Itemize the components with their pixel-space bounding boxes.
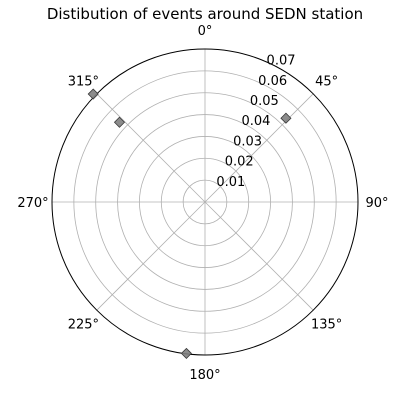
data-point-2 [87,88,99,100]
chart-title: Distibution of events around SEDN statio… [47,5,363,23]
theta-grid-line-3 [204,201,314,311]
polar-frame [51,48,359,356]
theta-tick-label: 180° [189,368,220,383]
theta-tick-label: 0° [198,24,213,39]
theta-grid-line-7 [96,93,206,203]
theta-grid-line-5 [96,201,206,311]
r-tick-label: 0.02 [225,155,254,170]
r-tick-label: 0.03 [233,134,262,149]
theta-tick-label: 225° [68,318,99,333]
r-tick-label: 0.06 [258,74,287,89]
data-point-1 [113,116,126,128]
r-tick-label: 0.04 [241,114,270,129]
r-tick-labels: 0.01 0.02 0.03 0.04 0.05 0.06 0.07 [216,54,295,190]
grid-layer [51,48,359,356]
theta-tick-label: 90° [365,196,388,211]
r-tick-label: 0.07 [267,54,296,69]
r-tick-label: 0.01 [216,175,245,190]
theta-grid-line-1 [204,93,314,203]
r-tick-label: 0.05 [250,94,279,109]
theta-tick-labels: 0° 45° 90° 135° 180° 225° 270° 315° [17,24,388,383]
data-point-3 [180,347,192,359]
theta-tick-label: 135° [311,318,342,333]
data-point-0 [280,112,292,124]
theta-tick-label: 315° [68,74,99,89]
data-points [87,88,292,359]
theta-tick-label: 270° [17,196,48,211]
theta-tick-label: 45° [315,74,338,89]
